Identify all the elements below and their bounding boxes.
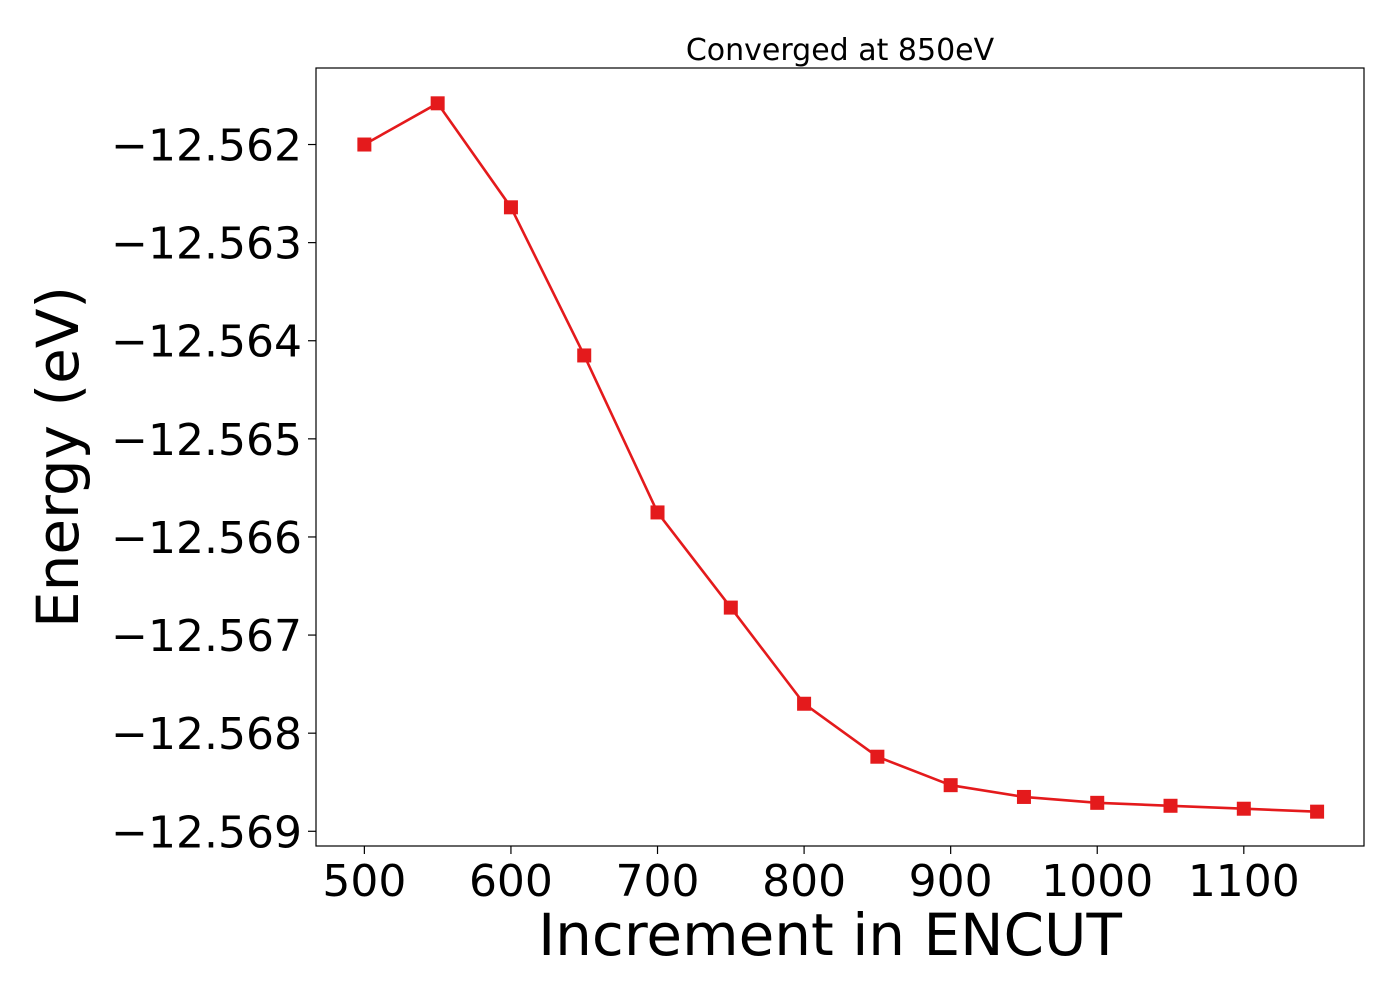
data-point-marker — [430, 96, 445, 111]
x-tick-label: 1100 — [1188, 856, 1300, 907]
data-point-marker — [1163, 798, 1178, 813]
data-point-marker — [1016, 789, 1031, 804]
data-point-marker — [1236, 801, 1251, 816]
y-axis-label: Energy (eV) — [24, 286, 92, 628]
y-tick-label: −12.564 — [111, 317, 302, 368]
y-tick-label: −12.567 — [111, 611, 302, 662]
y-tick-label: −12.568 — [111, 709, 302, 760]
y-tick-label: −12.569 — [111, 807, 302, 858]
series-line — [363, 102, 1318, 813]
data-point-marker — [797, 696, 812, 711]
y-tick-label: −12.565 — [111, 415, 302, 466]
chart-title: Converged at 850eV — [686, 33, 995, 68]
y-tick-label: −12.566 — [111, 513, 302, 564]
series-layer — [357, 96, 1325, 819]
data-point-marker — [723, 600, 738, 615]
y-tick-label: −12.563 — [111, 219, 302, 270]
data-point-marker — [357, 137, 372, 152]
data-point-marker — [1090, 795, 1105, 810]
x-tick-label: 900 — [909, 856, 993, 907]
data-point-marker — [503, 200, 518, 215]
x-tick-label: 500 — [322, 856, 406, 907]
x-axis-label: Increment in ENCUT — [538, 901, 1122, 969]
y-tick-label: −12.562 — [111, 121, 302, 172]
x-tick-label: 600 — [469, 856, 553, 907]
data-point-marker — [650, 505, 665, 520]
x-tick-label: 1000 — [1041, 856, 1153, 907]
y-axis: −12.562 −12.563 −12.564 −12.565 −12.566 −12.5… — [111, 121, 316, 858]
x-tick-label: 700 — [616, 856, 700, 907]
x-axis: 500 600 700 800 900 1000 1100 — [322, 846, 1300, 907]
data-point-marker — [577, 348, 592, 363]
data-point-marker — [870, 749, 885, 764]
x-tick-label: 800 — [762, 856, 846, 907]
data-point-marker — [943, 778, 958, 793]
plot-frame — [315, 67, 1365, 847]
data-point-marker — [1310, 804, 1325, 819]
